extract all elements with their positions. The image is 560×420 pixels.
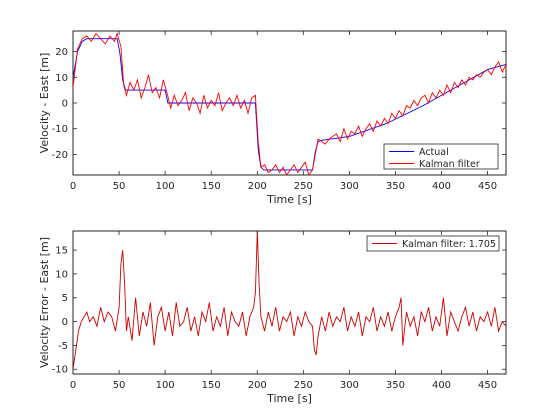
x-tick-label: 100 <box>156 380 175 391</box>
y-tick-label: 15 <box>55 246 68 257</box>
y-tick-label: 5 <box>62 293 68 304</box>
legend-entry: Actual <box>419 147 449 158</box>
x-tick-label: 400 <box>432 380 451 391</box>
x-tick-label: 50 <box>113 380 126 391</box>
x-tick-label: 150 <box>202 380 221 391</box>
y-tick-label: 10 <box>55 269 68 280</box>
x-tick-label: 250 <box>294 181 313 192</box>
y-tick-label: -20 <box>52 150 68 161</box>
y-tick-label: -5 <box>58 341 68 352</box>
series-line-kalman-filter-1-705 <box>73 231 506 370</box>
x-tick-label: 200 <box>248 181 267 192</box>
y-axis-label: Velocity Error - East [m] <box>38 237 51 368</box>
x-tick-label: 450 <box>478 181 497 192</box>
legend-box <box>366 235 500 252</box>
x-tick-label: 0 <box>70 380 76 391</box>
x-tick-label: 200 <box>248 380 267 391</box>
plot-area-2 <box>72 230 507 375</box>
x-axis-label: Time [s] <box>266 392 312 405</box>
y-axis-label: Velocity - East [m] <box>38 53 51 154</box>
x-tick-label: 50 <box>113 181 126 192</box>
x-tick-label: 300 <box>340 181 359 192</box>
x-tick-label: 150 <box>202 181 221 192</box>
x-tick-label: 100 <box>156 181 175 192</box>
legend-box <box>383 143 499 170</box>
y-tick-label: 10 <box>55 73 68 84</box>
legend-2: Kalman filter: 1.705 <box>366 235 500 252</box>
x-tick-label: 350 <box>386 181 405 192</box>
x-tick-label: 450 <box>478 380 497 391</box>
x-tick-label: 0 <box>70 181 76 192</box>
subplot-1: 0 50 100 150 200 250 300 350 400 450 -20 -10 0 10 20 Ti… <box>38 30 507 206</box>
subplot-2: 0 50 100 150 200 250 300 350 400 450 -10 -5 0 5 10 15 Ti… <box>38 230 507 405</box>
x-tick-label: 250 <box>294 380 313 391</box>
x-tick-label: 400 <box>432 181 451 192</box>
x-tick-label: 350 <box>386 380 405 391</box>
legend-entry: Kalman filter <box>419 159 480 170</box>
legend-entry: Kalman filter: 1.705 <box>402 239 496 250</box>
series-line-kalman-filter <box>73 32 506 175</box>
x-axis-label: Time [s] <box>266 193 312 206</box>
y-tick-label: 0 <box>62 99 68 110</box>
x-tick-label: 300 <box>340 380 359 391</box>
y-tick-label: 20 <box>55 47 68 58</box>
y-tick-label: 0 <box>62 317 68 328</box>
y-tick-label: -10 <box>52 365 68 376</box>
y-tick-label: -10 <box>52 124 68 135</box>
